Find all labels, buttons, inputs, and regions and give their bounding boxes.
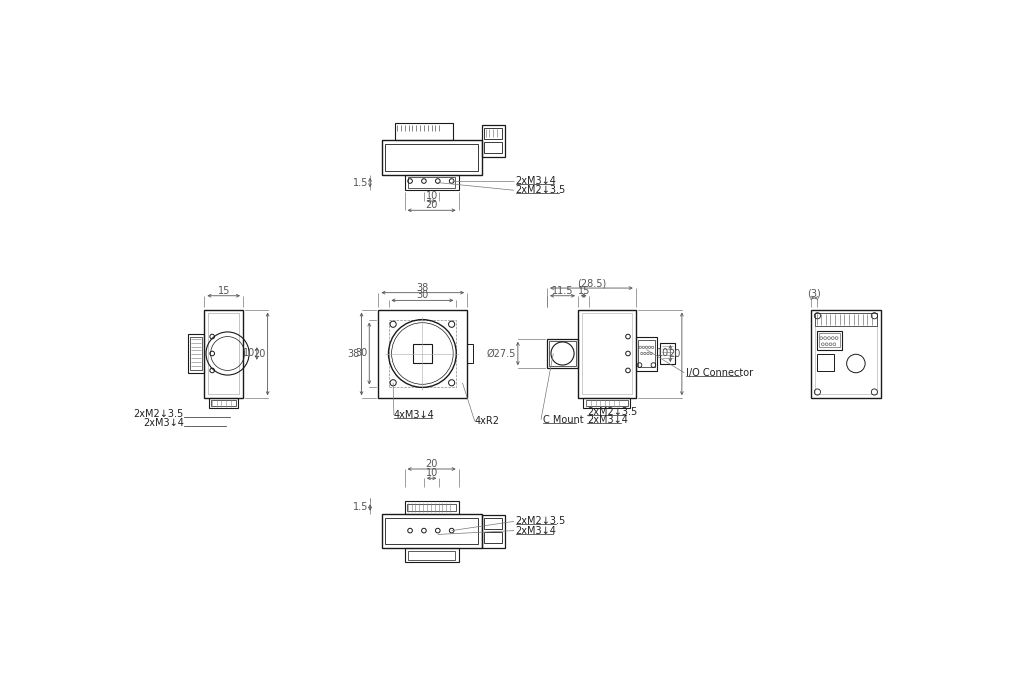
Bar bbox=[819, 333, 840, 347]
Bar bbox=[208, 314, 239, 394]
Bar bbox=[209, 398, 238, 408]
Text: Ø27.5: Ø27.5 bbox=[487, 349, 516, 358]
Bar bbox=[396, 123, 453, 140]
Bar bbox=[378, 309, 467, 398]
Bar bbox=[812, 309, 881, 398]
Text: I/O Connector: I/O Connector bbox=[686, 368, 753, 378]
Bar bbox=[636, 337, 657, 371]
Text: 20: 20 bbox=[253, 349, 266, 359]
Bar bbox=[549, 341, 576, 366]
Text: 10: 10 bbox=[425, 468, 438, 478]
Bar bbox=[405, 548, 458, 562]
Bar bbox=[815, 314, 877, 394]
Bar bbox=[187, 335, 205, 372]
Bar bbox=[482, 125, 505, 157]
Bar bbox=[484, 532, 503, 543]
Bar bbox=[815, 314, 877, 326]
Bar bbox=[659, 343, 675, 364]
Text: (28.5): (28.5) bbox=[577, 278, 606, 288]
Bar bbox=[211, 400, 236, 406]
Text: 4xR2: 4xR2 bbox=[475, 416, 500, 426]
Bar bbox=[638, 340, 655, 368]
Bar bbox=[381, 514, 482, 548]
Text: (3): (3) bbox=[808, 288, 821, 298]
Text: 10: 10 bbox=[656, 349, 668, 358]
Text: 10: 10 bbox=[425, 191, 438, 201]
Text: C Mount: C Mount bbox=[543, 414, 583, 425]
Text: 20: 20 bbox=[425, 200, 438, 210]
Text: 20: 20 bbox=[668, 349, 681, 359]
Bar bbox=[190, 337, 202, 370]
Text: 2xM2↓3.5: 2xM2↓3.5 bbox=[516, 517, 565, 526]
Text: 2xM3↓4: 2xM3↓4 bbox=[516, 176, 556, 186]
Text: 2xM2↓3.5: 2xM2↓3.5 bbox=[516, 186, 565, 195]
Bar bbox=[578, 309, 636, 398]
Text: 2xM3↓4: 2xM3↓4 bbox=[143, 418, 183, 428]
Text: 10: 10 bbox=[243, 349, 255, 358]
Bar bbox=[547, 339, 578, 368]
Bar bbox=[413, 344, 432, 363]
Bar bbox=[582, 314, 631, 394]
Text: 30: 30 bbox=[355, 349, 368, 358]
Text: 2xM2↓3.5: 2xM2↓3.5 bbox=[587, 407, 638, 417]
Text: 1.5: 1.5 bbox=[353, 178, 369, 188]
Bar bbox=[388, 320, 456, 387]
Bar bbox=[405, 501, 458, 514]
Bar bbox=[385, 144, 478, 171]
Bar bbox=[818, 354, 834, 371]
Text: 4xM3↓4: 4xM3↓4 bbox=[393, 410, 435, 420]
Bar bbox=[467, 344, 473, 363]
Bar bbox=[405, 175, 458, 190]
Bar bbox=[586, 400, 628, 406]
Text: 2xM3↓4: 2xM3↓4 bbox=[516, 526, 556, 536]
Text: 38: 38 bbox=[348, 349, 360, 359]
Bar bbox=[484, 128, 503, 139]
Text: 15: 15 bbox=[578, 286, 590, 295]
Bar bbox=[408, 177, 455, 188]
Text: 1.5: 1.5 bbox=[353, 503, 369, 512]
Bar bbox=[484, 141, 503, 153]
Bar bbox=[583, 398, 630, 408]
Text: 15: 15 bbox=[217, 286, 230, 295]
Text: 2xM3↓4: 2xM3↓4 bbox=[587, 414, 628, 425]
Bar bbox=[408, 551, 455, 560]
Bar bbox=[482, 515, 505, 547]
Text: 20: 20 bbox=[425, 459, 438, 469]
Text: 2xM2↓3.5: 2xM2↓3.5 bbox=[134, 409, 183, 419]
Bar bbox=[484, 518, 503, 529]
Bar bbox=[381, 140, 482, 175]
Text: 30: 30 bbox=[416, 290, 428, 300]
Bar bbox=[407, 504, 456, 511]
Bar bbox=[205, 309, 243, 398]
Text: 38: 38 bbox=[417, 283, 428, 293]
Bar bbox=[385, 517, 478, 545]
Bar bbox=[818, 331, 843, 349]
Text: 11.5: 11.5 bbox=[552, 286, 574, 295]
